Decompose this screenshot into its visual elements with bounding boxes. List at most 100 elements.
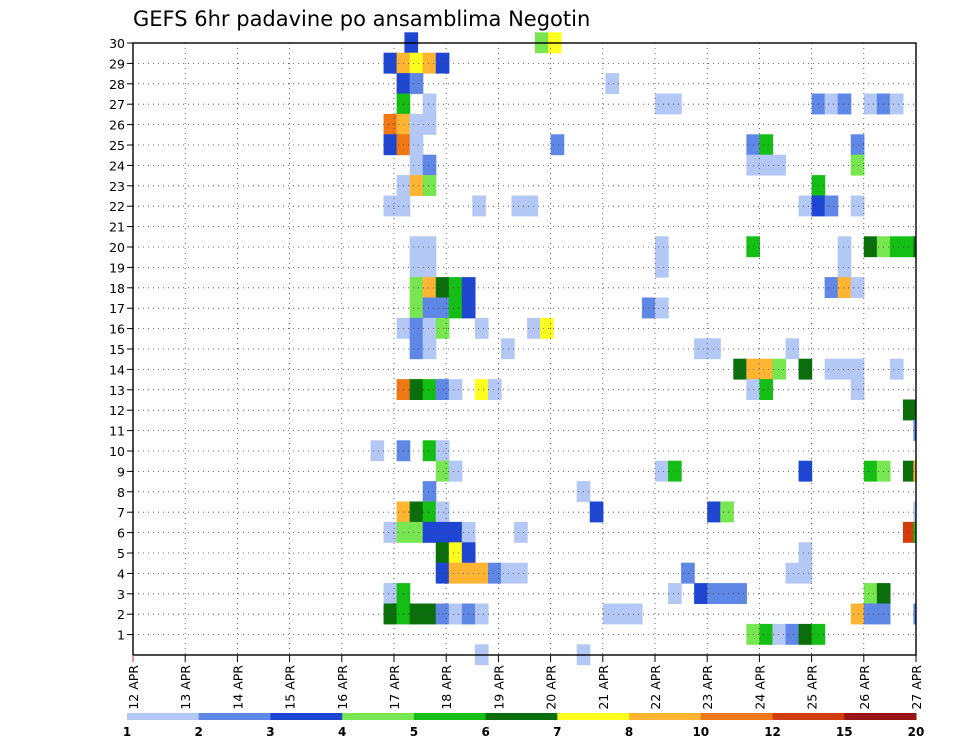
colorbar-label: 3 [266, 725, 274, 739]
colorbar-swatch [413, 713, 487, 720]
y-tick-label: 30 [109, 36, 125, 51]
heatmap-cell [501, 338, 515, 360]
heatmap-cell [850, 195, 865, 217]
heatmap-cell [863, 603, 878, 625]
heatmap-cell [913, 603, 916, 625]
y-tick-label: 29 [109, 56, 125, 71]
x-tick-label: 18 APR [439, 665, 454, 710]
heatmap-cell [422, 603, 437, 625]
x-tick-label: 19 APR [491, 665, 506, 710]
heatmap-cell [409, 175, 424, 196]
heatmap-cell [540, 317, 554, 339]
colorbar-swatch [198, 713, 271, 720]
y-tick-label: 8 [117, 485, 125, 500]
heatmap-cell [668, 93, 682, 115]
heatmap-cell [409, 73, 424, 94]
y-tick-label: 14 [109, 362, 125, 377]
heatmap-cell [409, 256, 424, 278]
heatmap-cell [785, 562, 800, 584]
y-tick-label: 10 [109, 444, 125, 459]
heatmap-cell [850, 154, 865, 176]
heatmap-cell [422, 338, 437, 360]
heatmap-cell [422, 521, 437, 543]
heatmap-cell [435, 603, 450, 625]
colorbar-swatch [700, 713, 774, 720]
colorbar-label: 6 [481, 725, 489, 739]
heatmap-cell [474, 603, 489, 625]
heatmap-cell [409, 277, 424, 298]
heatmap-cell [707, 501, 721, 523]
heatmap-cell [902, 399, 916, 421]
heatmap-cell [448, 379, 463, 400]
y-tick-label: 4 [117, 566, 125, 581]
heatmap-cell [824, 195, 839, 217]
y-tick-label: 16 [109, 322, 125, 337]
colorbar-label: 7 [553, 725, 561, 739]
heatmap-cell [448, 277, 463, 298]
colorbar-swatch [485, 713, 558, 720]
x-tick-label: 12 APR [126, 665, 141, 710]
heatmap-cell [772, 154, 787, 176]
x-tick-label: 26 APR [857, 665, 872, 710]
heatmap-cell [435, 501, 450, 523]
heatmap-cell [798, 623, 813, 645]
x-tick-label: 13 APR [178, 665, 193, 710]
y-tick-label: 27 [109, 97, 125, 112]
heatmap-cell [694, 338, 708, 360]
heatmap-cell [837, 358, 852, 380]
heatmap-cell [422, 175, 437, 196]
heatmap-cell [422, 379, 437, 400]
heatmap-cell [720, 583, 734, 604]
colorbar-swatch [629, 713, 702, 720]
heatmap-cell [824, 358, 839, 380]
heatmap-cell [733, 358, 747, 380]
heatmap-cell [383, 195, 398, 217]
heatmap-cell [889, 358, 904, 380]
heatmap-cell [863, 93, 878, 115]
heatmap-cell [655, 93, 669, 115]
heatmap-cell [435, 542, 450, 564]
heatmap-cell [409, 379, 424, 400]
heatmap-cell [707, 583, 721, 604]
heatmap-cell [422, 52, 437, 74]
heatmap-cell [850, 134, 865, 156]
x-tick-label: 21 APR [596, 665, 611, 710]
y-tick-label: 3 [117, 587, 125, 602]
heatmap-cell [902, 521, 916, 543]
gridlines [133, 43, 916, 655]
heatmap-cell [448, 460, 463, 482]
x-tick-label: 17 APR [387, 665, 402, 710]
heatmap-cell [409, 154, 424, 176]
heatmap-cell [720, 501, 734, 523]
y-tick-label: 23 [109, 179, 125, 194]
heatmap-cell [409, 52, 424, 74]
colorbar-label: 1 [123, 725, 131, 739]
heatmap-cell [733, 583, 747, 604]
heatmap-cell [798, 562, 813, 584]
colorbar-label: 12 [764, 725, 781, 739]
y-tick-label: 20 [109, 240, 125, 255]
heatmap-cell [409, 297, 424, 319]
heatmap-cell [902, 236, 916, 258]
y-tick-label: 2 [117, 607, 125, 622]
colorbar-label: 2 [195, 725, 203, 739]
y-tick-label: 12 [109, 403, 125, 418]
heatmap-cell [383, 134, 398, 156]
heatmap-cell [550, 134, 565, 156]
heatmap-cell [409, 113, 424, 135]
heatmap-cell [759, 358, 774, 380]
colorbar-label: 5 [410, 725, 418, 739]
y-tick-label: 26 [109, 118, 125, 133]
y-tick-label: 11 [109, 424, 125, 439]
heatmap-cell [409, 501, 424, 523]
heatmap-cell [889, 236, 904, 258]
heatmap-cell [759, 154, 774, 176]
heatmap-cell [628, 603, 643, 625]
heatmap-cell [383, 603, 398, 625]
y-tick-label: 22 [109, 199, 125, 214]
heatmap-cell [422, 113, 437, 135]
heatmap-cell [383, 52, 398, 74]
heatmap-cell [474, 379, 489, 400]
heatmap-cell [655, 297, 669, 319]
heatmap-cell [370, 440, 385, 462]
